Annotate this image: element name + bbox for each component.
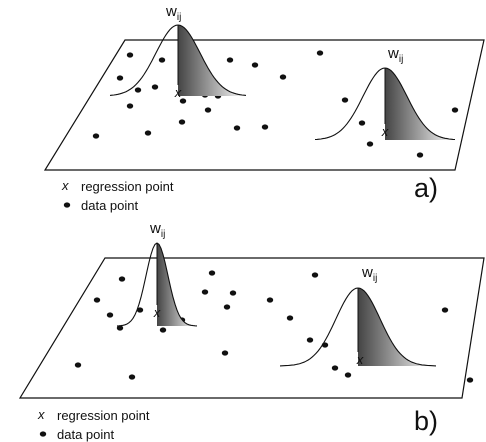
data-point bbox=[205, 107, 211, 112]
data-point bbox=[332, 365, 338, 370]
legend-symbol: x bbox=[37, 407, 45, 422]
kernel-shade bbox=[178, 25, 246, 96]
data-point bbox=[345, 372, 351, 377]
data-point bbox=[224, 304, 230, 309]
data-point bbox=[359, 120, 365, 125]
data-point bbox=[202, 289, 208, 294]
data-point bbox=[342, 97, 348, 102]
plane bbox=[20, 258, 484, 398]
data-point bbox=[227, 57, 233, 62]
weight-base: w bbox=[165, 3, 177, 20]
weight-label: wij bbox=[165, 3, 181, 23]
weight-sub: ij bbox=[399, 54, 403, 65]
weight-label: wij bbox=[387, 45, 403, 65]
legend-dot bbox=[40, 431, 46, 436]
weight-base: w bbox=[149, 220, 161, 237]
weight-label: wij bbox=[149, 220, 165, 240]
data-point bbox=[159, 57, 165, 62]
data-point bbox=[367, 141, 373, 146]
weight-base: w bbox=[361, 264, 373, 281]
plane bbox=[45, 40, 484, 170]
data-point bbox=[117, 75, 123, 80]
weight-sub: ij bbox=[177, 12, 181, 23]
data-point bbox=[127, 103, 133, 108]
kernel-shade bbox=[385, 68, 455, 140]
data-point bbox=[287, 315, 293, 320]
data-point bbox=[234, 125, 240, 130]
legend-text: regression point bbox=[57, 408, 150, 423]
data-point bbox=[75, 362, 81, 367]
panel-label: b) bbox=[414, 406, 438, 436]
data-point bbox=[317, 50, 323, 55]
data-point bbox=[179, 119, 185, 124]
data-point bbox=[129, 374, 135, 379]
data-point bbox=[452, 107, 458, 112]
data-point bbox=[262, 124, 268, 129]
data-point bbox=[267, 297, 273, 302]
legend-text: data point bbox=[81, 198, 138, 213]
legend-text: data point bbox=[57, 427, 114, 442]
data-point bbox=[280, 74, 286, 79]
data-point bbox=[467, 377, 473, 382]
data-point bbox=[160, 327, 166, 332]
legend-symbol: x bbox=[61, 178, 69, 193]
data-point bbox=[222, 350, 228, 355]
data-point bbox=[152, 84, 158, 89]
data-point bbox=[312, 272, 318, 277]
diagram: wijxwijxxregression pointdata pointa)wij… bbox=[0, 0, 486, 442]
data-point bbox=[145, 130, 151, 135]
panel-label: a) bbox=[414, 173, 438, 203]
weight-label: wij bbox=[361, 264, 377, 284]
legend-dot bbox=[64, 202, 70, 207]
regression-marker: x bbox=[381, 124, 389, 139]
data-point bbox=[442, 307, 448, 312]
data-point bbox=[107, 312, 113, 317]
kernel-shade bbox=[358, 288, 436, 366]
weight-base: w bbox=[387, 45, 399, 62]
data-point bbox=[417, 152, 423, 157]
data-point bbox=[94, 297, 100, 302]
data-point bbox=[230, 290, 236, 295]
data-point bbox=[93, 133, 99, 138]
regression-marker: x bbox=[356, 352, 364, 367]
data-point bbox=[127, 52, 133, 57]
regression-marker: x bbox=[174, 85, 182, 100]
legend-text: regression point bbox=[81, 179, 174, 194]
weight-sub: ij bbox=[373, 273, 377, 284]
weight-sub: ij bbox=[161, 229, 165, 240]
data-point bbox=[307, 337, 313, 342]
data-point bbox=[252, 62, 258, 67]
regression-marker: x bbox=[153, 305, 161, 320]
data-point bbox=[119, 276, 125, 281]
data-point bbox=[135, 87, 141, 92]
data-point bbox=[209, 270, 215, 275]
